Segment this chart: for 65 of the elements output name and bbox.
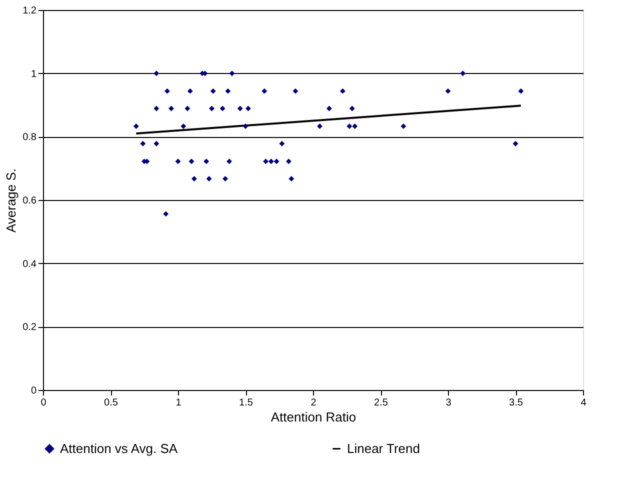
point [512, 140, 518, 146]
point [206, 176, 212, 182]
point [263, 158, 268, 164]
point [340, 88, 346, 94]
point [518, 88, 524, 94]
point [317, 123, 322, 129]
y-tick-label: 0 [30, 386, 37, 396]
point [188, 158, 194, 164]
x-tick-label: 3.5 [509, 398, 524, 408]
point [222, 176, 228, 182]
point [245, 106, 251, 112]
point [175, 158, 181, 164]
point [346, 123, 352, 129]
y-tick-label: 0.4 [22, 258, 37, 270]
point [184, 106, 190, 112]
point [154, 140, 160, 146]
point [237, 106, 243, 112]
x-tick-label: 0 [40, 398, 47, 408]
y-tick-label: 0.2 [22, 322, 37, 334]
y-tick-label: 1.2 [22, 6, 37, 16]
x-tick-label: 1.5 [239, 398, 254, 408]
x-tick-label: 3 [446, 398, 452, 408]
y-tick-label: 1 [30, 68, 37, 80]
point [154, 106, 160, 112]
x-tick-label: 2 [310, 398, 317, 408]
point [210, 88, 216, 94]
point [274, 158, 280, 164]
point [163, 211, 169, 217]
point [286, 158, 292, 164]
point [400, 123, 406, 129]
point [279, 140, 285, 146]
point [133, 123, 139, 129]
legend-label: Attention vs Avg. SA [60, 440, 178, 456]
y-tick-label: 0.6 [22, 196, 37, 206]
point [288, 176, 294, 182]
point [180, 123, 186, 129]
point [326, 106, 332, 112]
point [242, 123, 248, 129]
point [460, 70, 466, 76]
point [154, 70, 160, 76]
x-tick-label: 2.5 [374, 398, 388, 408]
point [226, 158, 232, 164]
y-tick-label: 0.8 [22, 132, 37, 144]
point [292, 88, 298, 94]
point [209, 106, 214, 112]
point [262, 88, 268, 94]
point [352, 123, 358, 129]
x-tick-label: 1 [176, 398, 182, 408]
legend-label: Linear Trend [347, 440, 420, 456]
point [168, 106, 174, 112]
point [204, 158, 210, 164]
y-axis-title: Average S. [4, 168, 19, 233]
x-axis-title: Attention Ratio [270, 410, 356, 424]
point [225, 88, 231, 94]
x-tick-label: 0.5 [104, 398, 118, 408]
point [140, 140, 146, 146]
point [191, 176, 197, 182]
point [229, 70, 235, 76]
point [164, 88, 170, 94]
point [349, 106, 355, 112]
point [220, 106, 226, 112]
x-tick-label: 4 [580, 398, 587, 408]
point [187, 88, 193, 94]
point [268, 158, 274, 164]
point [445, 88, 451, 94]
